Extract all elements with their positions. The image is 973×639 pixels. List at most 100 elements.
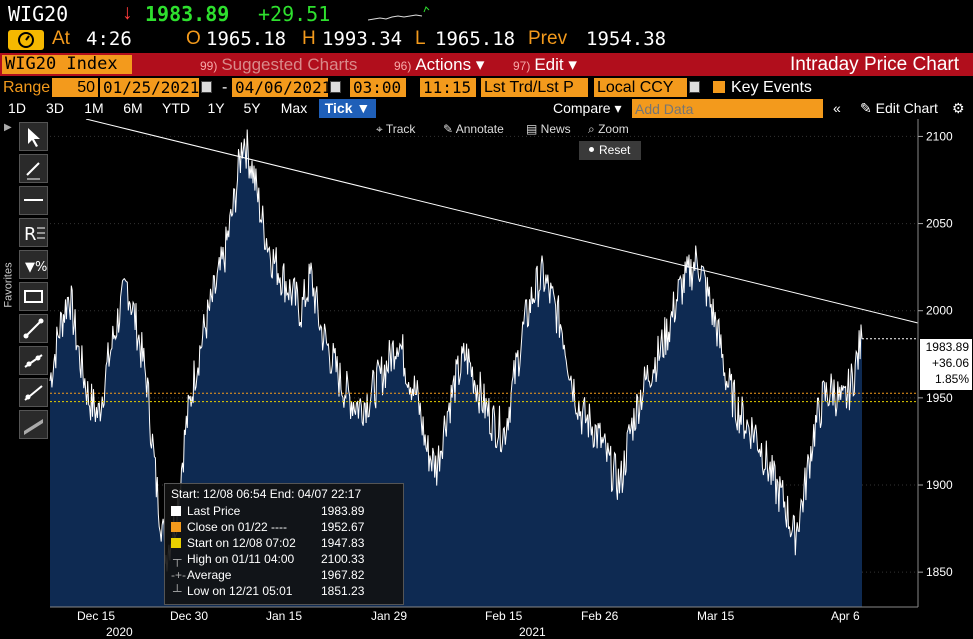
suggested-charts-num: 99) [200, 59, 218, 73]
y-tick-label: 1850 [926, 565, 953, 579]
legend-key: Close on 01/22 ---- [187, 520, 288, 534]
compare-dropdown[interactable]: Compare ▾ [553, 100, 622, 116]
security-field[interactable]: WIG20 Index [2, 55, 132, 74]
key-events-label: Key Events [731, 79, 812, 96]
legend-row: -+- Average 1967.82 [171, 568, 399, 584]
price-chart[interactable]: 1850 1900 1950 2000 2050 2100 [0, 119, 973, 639]
tab-3d[interactable]: 3D [46, 100, 64, 116]
quote-time: 4:26 [86, 28, 132, 50]
y-tick-label: 1900 [926, 478, 953, 492]
suggested-charts-label: Suggested Charts [221, 55, 358, 74]
calendar-icon[interactable] [330, 81, 341, 93]
suggested-charts-button[interactable]: 99) Suggested Charts [200, 55, 357, 74]
actions-num: 96) [394, 59, 412, 73]
svg-text:▼%: ▼% [25, 260, 47, 275]
legend-swatch [171, 538, 181, 548]
actions-menu[interactable]: 96) Actions ▾ [394, 55, 484, 74]
y-tick-label: 2050 [926, 217, 953, 231]
legend-key: Start on 12/08 07:02 [187, 536, 296, 550]
rectangle-tool-icon[interactable] [19, 282, 48, 311]
add-data-input[interactable] [632, 99, 823, 118]
x-tick-label: Feb 15 [485, 609, 523, 623]
zoom-button[interactable]: ⌕ Zoom [588, 122, 629, 136]
tab-max[interactable]: Max [280, 100, 308, 116]
trend-line-tool-icon[interactable] [19, 314, 48, 343]
ray-tool-icon[interactable] [19, 378, 48, 407]
collapse-icon[interactable]: « [833, 100, 841, 116]
x-tick-label: Dec 15 [77, 609, 116, 623]
chart-legend[interactable]: Start: 12/08 06:54 End: 04/07 22:17 Last… [164, 483, 404, 605]
pointer-tool-icon[interactable] [19, 122, 48, 151]
sparkline-icon [368, 6, 430, 21]
edit-num: 97) [513, 59, 531, 73]
start-date-field[interactable]: 01/25/2021 [100, 78, 199, 97]
legend-key: Last Price [187, 504, 241, 518]
legend-key: Average [187, 568, 232, 582]
price-mode-dropdown[interactable]: Lst Trd/Lst P [481, 78, 588, 97]
channel-tool-icon[interactable] [19, 346, 48, 375]
last-price-tag: 1983.89 +36.06 1.85% [920, 339, 972, 390]
x-tick-label: Dec 30 [170, 609, 209, 623]
tab-5y[interactable]: 5Y [243, 100, 261, 116]
open-value: 1965.18 [206, 28, 287, 50]
down-arrow-icon: ↓ [122, 1, 133, 24]
range-bar: Range 50 01/25/2021 - 04/06/2021 03:00 1… [0, 77, 973, 98]
at-label: At [52, 28, 70, 49]
range-label: Range [3, 79, 51, 96]
news-button[interactable]: ▤ News [526, 122, 571, 136]
legend-row: Start on 12/08 07:02 1947.83 [171, 536, 399, 552]
x-tick-label: Mar 15 [697, 609, 735, 623]
legend-row: Close on 01/22 ---- 1952.67 [171, 520, 399, 536]
time-end-field[interactable]: 11:15 [420, 78, 476, 97]
legend-swatch [171, 506, 181, 516]
key-events-checkbox[interactable] [713, 81, 725, 93]
x-tick-label: Apr 6 [831, 609, 860, 623]
pencil-tool-icon[interactable] [19, 154, 48, 183]
low-marker-icon: ┴ [173, 584, 182, 598]
gear-icon[interactable]: ⚙ [952, 100, 965, 116]
horizontal-line-tool-icon[interactable] [19, 186, 48, 215]
last-price: 1983.89 [145, 2, 230, 26]
x-tick-label: Jan 29 [371, 609, 408, 623]
tab-6m[interactable]: 6M [123, 100, 143, 116]
legend-row: ┬ High on 01/11 04:00 2100.33 [171, 552, 399, 568]
price-tag-percent: 1.85% [934, 372, 969, 386]
price-change: +29.51 [258, 2, 331, 26]
tab-tick[interactable]: Tick ▼ [319, 99, 376, 118]
calendar-icon[interactable] [201, 81, 212, 93]
percent-change-tool-icon[interactable]: ▼% [19, 250, 48, 279]
end-date-field[interactable]: 04/06/2021 [232, 78, 331, 97]
reset-label: Reset [599, 143, 631, 157]
tab-1d[interactable]: 1D [8, 100, 26, 116]
x-tick-label: Jan 15 [266, 609, 303, 623]
x-tick-label: Feb 26 [581, 609, 619, 623]
edit-menu[interactable]: 97) Edit ▾ [513, 55, 577, 74]
year-label: 2021 [519, 625, 546, 639]
trend-line [85, 119, 919, 324]
track-button[interactable]: ⌖ Track [376, 122, 416, 136]
period-tabs: 1D 3D 1M 6M YTD 1Y 5Y Max Tick ▼ Compare… [0, 98, 973, 119]
dropdown-icon[interactable] [689, 81, 700, 93]
actions-label: Actions ▾ [415, 55, 485, 74]
y-tick-label: 1950 [926, 391, 953, 405]
legend-value: 1967.82 [321, 568, 365, 582]
tab-1y[interactable]: 1Y [207, 100, 225, 116]
chart-area[interactable]: 1850 1900 1950 2000 2050 2100 ⌖ Track ✎ Annot… [0, 119, 973, 639]
news-label: News [540, 122, 571, 136]
favorites-label[interactable]: Favorites [2, 262, 15, 308]
currency-dropdown[interactable]: Local CCY [594, 78, 687, 97]
annotate-button[interactable]: ✎ Annotate [443, 122, 504, 136]
tab-ytd[interactable]: YTD [162, 100, 190, 116]
tab-1m[interactable]: 1M [84, 100, 104, 116]
retracement-tool-icon[interactable]: R [19, 218, 48, 247]
zoom-label: Zoom [598, 122, 629, 136]
high-value: 1993.34 [322, 28, 403, 50]
annotate-label: Annotate [455, 122, 504, 136]
clock-icon [8, 30, 44, 50]
bars-field[interactable]: 50 [52, 78, 98, 97]
expand-icon[interactable]: ▶ [4, 122, 12, 133]
fibonacci-tool-icon[interactable] [19, 410, 48, 439]
edit-chart-button[interactable]: ✎ Edit Chart [860, 100, 938, 116]
time-start-field[interactable]: 03:00 [350, 78, 406, 97]
legend-swatch [171, 522, 181, 532]
